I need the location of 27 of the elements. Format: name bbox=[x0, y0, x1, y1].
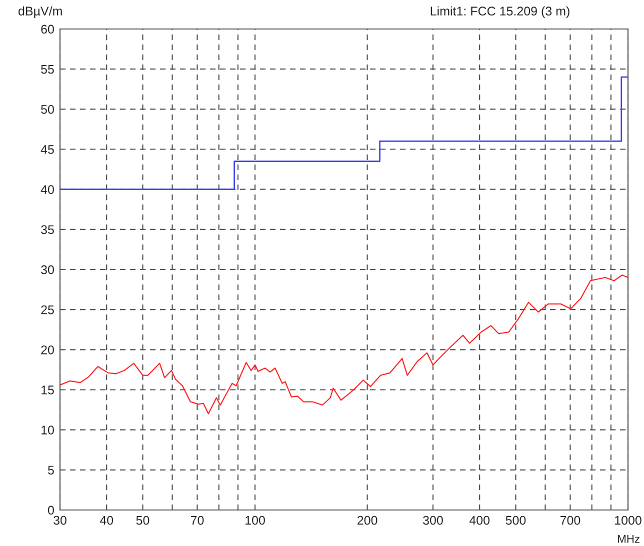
y-tick-label: 45 bbox=[40, 145, 54, 154]
chart-title: Limit1: FCC 15.209 (3 m) bbox=[430, 6, 570, 18]
y-tick-label: 0 bbox=[48, 506, 54, 515]
x-tick-label: 30 bbox=[54, 516, 66, 525]
x-tick-label: 500 bbox=[506, 516, 526, 525]
y-tick-label: 60 bbox=[41, 24, 54, 34]
x-tick-label: 400 bbox=[469, 516, 490, 525]
y-tick-label: 10 bbox=[41, 426, 54, 434]
y-tick-label: 15 bbox=[41, 386, 54, 394]
y-tick-label: 5 bbox=[48, 466, 54, 475]
x-tick-label: 40 bbox=[100, 516, 114, 525]
y-tick-label: 30 bbox=[41, 265, 54, 274]
x-axis-title: MHz bbox=[618, 535, 640, 543]
x-tick-label: 200 bbox=[358, 516, 378, 525]
x-tick-label: 1000 bbox=[615, 516, 642, 525]
x-tick-label: 70 bbox=[190, 516, 204, 525]
x-tick-label: 100 bbox=[246, 516, 265, 525]
y-tick-label: 20 bbox=[41, 345, 54, 354]
x-tick-label: 50 bbox=[136, 516, 150, 525]
y-axis-title: dBµV/m bbox=[18, 6, 62, 18]
y-tick-label: 40 bbox=[40, 185, 54, 194]
y-tick-label: 25 bbox=[41, 305, 54, 314]
x-tick-label: 700 bbox=[560, 516, 580, 525]
y-tick-label: 50 bbox=[41, 104, 54, 114]
x-tick-label: 300 bbox=[423, 516, 443, 525]
y-tick-label: 55 bbox=[41, 65, 54, 74]
y-tick-label: 35 bbox=[41, 225, 54, 234]
